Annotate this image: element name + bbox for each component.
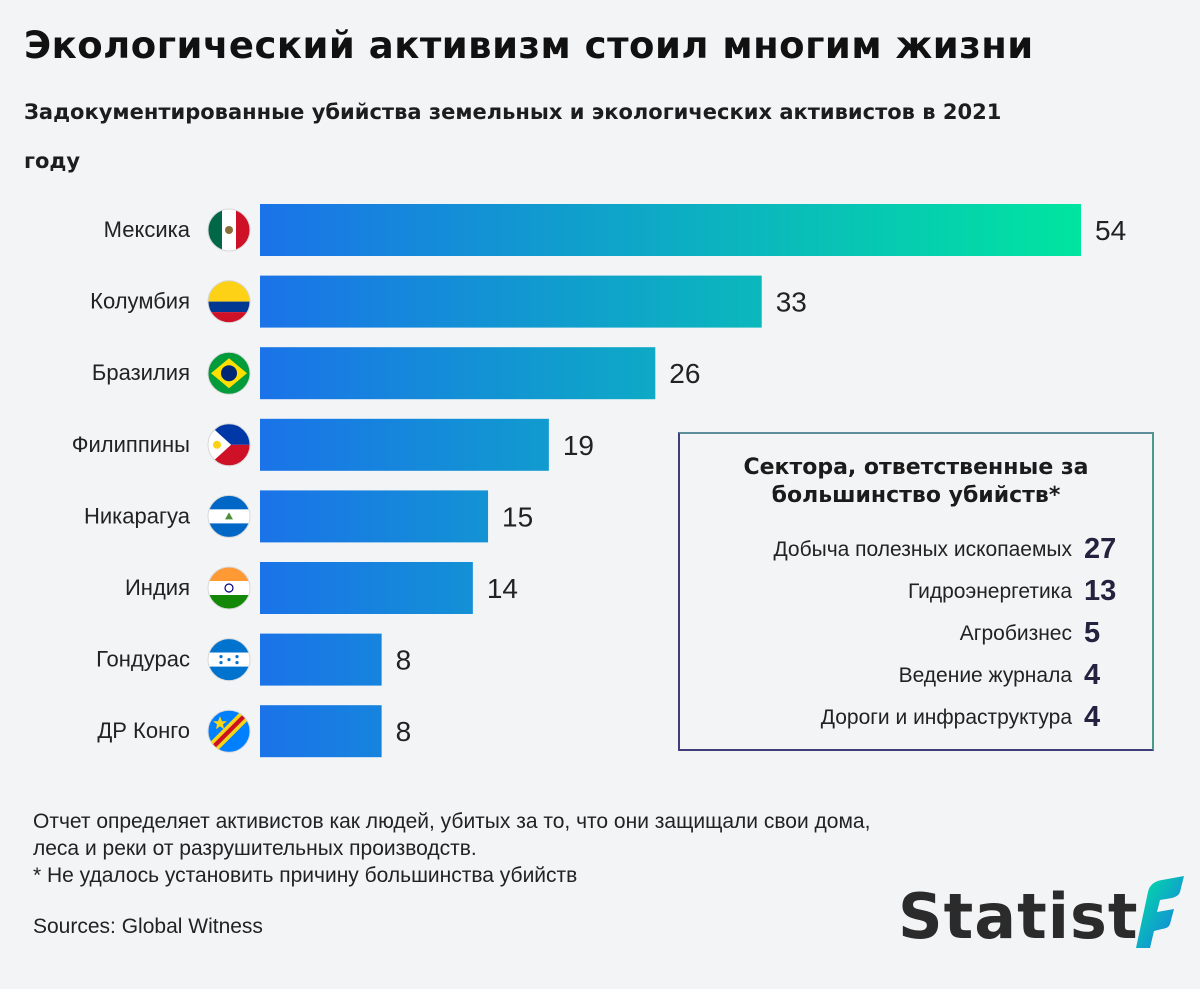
category-label: Бразилия: [92, 360, 190, 385]
bar-row: Колумбия 33: [90, 275, 807, 328]
category-label: Колумбия: [90, 289, 190, 314]
sector-name: Ведение журнала: [898, 664, 1072, 687]
bar: [260, 204, 1081, 256]
bar-row: Бразилия 26: [92, 347, 700, 400]
bar-row: ДР Конго 8: [97, 705, 412, 758]
category-label: Никарагуа: [84, 503, 191, 528]
footnote-line-3: * Не удалось установить причину большинс…: [33, 864, 578, 887]
bar: [260, 562, 473, 614]
chart-subtitle: Задокументированные убийства земельных и…: [24, 100, 1002, 173]
sector-name: Дороги и инфраструктура: [820, 706, 1072, 729]
brazil-flag-icon: [207, 351, 251, 395]
bar: [260, 633, 382, 686]
value-label: 14: [487, 573, 518, 604]
sector-value: 5: [1084, 617, 1101, 649]
mexico-flag-icon: [207, 208, 251, 252]
category-label: Гондурас: [96, 647, 190, 672]
bar-row: Мексика 54: [104, 204, 1126, 256]
sectors-inset-box: Сектора, ответственные за большинство уб…: [678, 432, 1154, 751]
nicaragua-flag-icon: [207, 494, 251, 538]
sector-value: 27: [1084, 533, 1117, 565]
sector-value: 4: [1084, 659, 1101, 691]
category-label: ДР Конго: [97, 718, 190, 743]
logo-text: Statist: [898, 880, 1139, 953]
dr-congo-flag-icon: [207, 709, 251, 753]
bar: [260, 705, 382, 758]
sector-value: 13: [1084, 575, 1117, 607]
statista-logo-mark-icon: [1136, 876, 1184, 948]
chart-title: Экологический активизм стоил многим жизн…: [24, 24, 1034, 67]
footnote-line-1: Отчет определяет активистов как людей, у…: [33, 810, 871, 833]
bar: [260, 418, 549, 471]
sector-row: Дороги и инфраструктура 4: [680, 698, 1152, 738]
sector-name: Добыча полезных ископаемых: [773, 538, 1072, 561]
value-label: 26: [669, 358, 700, 389]
honduras-flag-icon: [207, 638, 251, 682]
value-label: 8: [396, 645, 412, 676]
sector-value: 4: [1084, 701, 1101, 733]
value-label: 33: [776, 287, 807, 318]
philippines-flag-icon: [207, 423, 251, 467]
footnote: Отчет определяет активистов как людей, у…: [33, 808, 1033, 889]
sector-row: Ведение журнала 4: [680, 656, 1152, 696]
category-label: Индия: [125, 575, 190, 600]
footnote-line-2: леса и реки от разрушительных производст…: [33, 837, 477, 860]
bar: [260, 347, 656, 400]
bar-row: Филиппины 19: [72, 418, 594, 471]
sector-row: Гидроэнергетика 13: [680, 572, 1152, 612]
sector-row: Агробизнес 5: [680, 614, 1152, 654]
bar: [260, 490, 489, 543]
bar-row: Индия 14: [125, 562, 518, 614]
india-flag-icon: [207, 566, 251, 610]
sector-name: Гидроэнергетика: [907, 580, 1072, 603]
bar: [260, 275, 762, 328]
sector-row: Добыча полезных ископаемых 27: [680, 530, 1152, 570]
colombia-flag-icon: [207, 280, 251, 324]
bar-row: Гондурас 8: [96, 633, 412, 686]
value-label: 15: [502, 501, 533, 532]
category-label: Филиппины: [72, 432, 190, 457]
sources-text: Sources: Global Witness: [33, 915, 263, 938]
value-label: 8: [396, 716, 412, 747]
value-label: 54: [1095, 215, 1126, 246]
bar-row: Никарагуа 15: [84, 490, 533, 543]
inset-title: Сектора, ответственные за большинство уб…: [743, 455, 1089, 508]
category-label: Мексика: [104, 217, 191, 242]
sector-name: Агробизнес: [959, 622, 1072, 645]
value-label: 19: [563, 430, 594, 461]
